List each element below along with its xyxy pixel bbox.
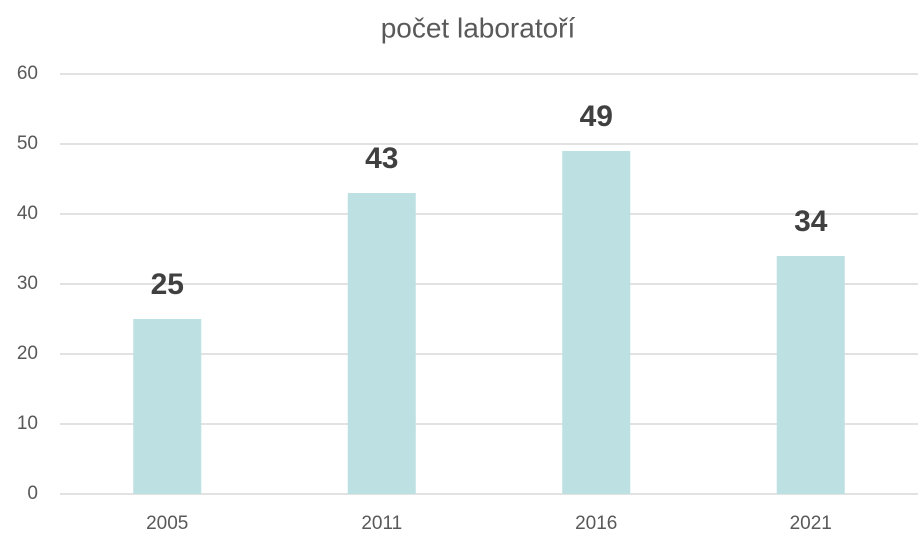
y-tick-label: 60	[17, 63, 38, 84]
bar	[347, 193, 416, 494]
data-label: 43	[365, 142, 398, 175]
y-tick-label: 30	[17, 273, 38, 294]
bar	[776, 256, 845, 494]
x-tick-label: 2021	[790, 513, 832, 534]
bar	[133, 319, 202, 494]
y-tick-label: 40	[17, 203, 38, 224]
x-tick-label: 2005	[146, 513, 188, 534]
x-tick-label: 2011	[361, 513, 402, 534]
chart-title: počet laboratoří	[381, 12, 576, 43]
x-tick-label: 2016	[575, 513, 617, 534]
data-label: 25	[151, 268, 184, 301]
y-tick-label: 20	[17, 343, 38, 364]
data-label: 34	[794, 205, 828, 238]
y-tick-label: 50	[17, 133, 38, 154]
y-tick-label: 10	[17, 413, 38, 434]
y-tick-label: 0	[27, 483, 38, 504]
data-label: 49	[580, 100, 613, 133]
bar	[562, 151, 631, 494]
